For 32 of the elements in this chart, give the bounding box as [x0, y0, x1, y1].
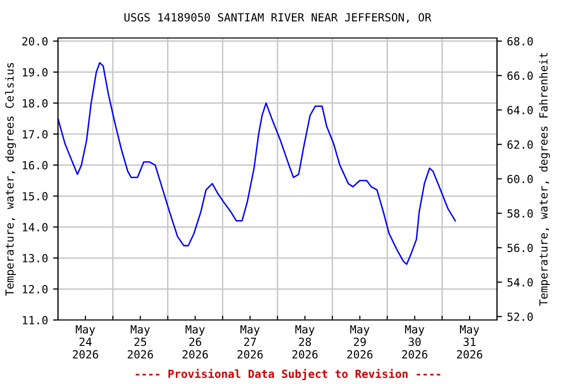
x-tick-label: May 26 2026 — [182, 325, 208, 359]
y2-tick-label: 62.0 — [507, 140, 533, 149]
y2-tick-label: 58.0 — [508, 209, 533, 218]
y2-tick-label: 60.0 — [507, 174, 533, 184]
x-tick-label: May 28 2026 — [292, 325, 318, 359]
y-tick-label: 12.0 — [22, 285, 48, 294]
y2-tick-label: 56.0 — [508, 244, 533, 252]
y-tick-label: 14.0 — [22, 223, 48, 232]
y-tick-label: 11.0 — [22, 316, 48, 324]
line-series — [58, 62, 456, 265]
y-tick-label: 18.0 — [22, 99, 48, 108]
y2-tick-label: 52.0 — [508, 312, 533, 321]
text: ---- Provisional Data Subject to Revision ---- — [136, 368, 440, 380]
y2-tick-label: 66.0 — [507, 72, 533, 80]
x-tick-label: May 24 2026 — [72, 325, 98, 359]
y-tick-label: 16.0 — [22, 161, 48, 170]
y2-tick-label: 68.0 — [507, 37, 533, 46]
y-tick-label: 19.0 — [22, 68, 48, 76]
x-tick-label: May 25 2026 — [128, 325, 153, 359]
x-tick-label: May 30 2026 — [402, 325, 428, 359]
x-tick-label: May 27 2026 — [238, 325, 263, 359]
y-tick-label: 20.0 — [22, 37, 48, 46]
x-tick-label: May 29 2026 — [347, 325, 372, 359]
y2-tick-label: 64.0 — [507, 106, 533, 114]
chart-title: USGS 14189050 SANTIAM RIVER NEAR JEFFERSON, OR — [124, 13, 432, 23]
y-tick-label: 13.0 — [22, 254, 48, 262]
x-tick-label: May 31 2026 — [457, 325, 482, 359]
y-tick-label: 15.0 — [22, 192, 48, 200]
y2-tick-label: 54.0 — [508, 278, 533, 287]
y-tick-label: 17.0 — [22, 130, 48, 138]
y-axis-title: Temperature, water, degrees Celsius — [5, 63, 16, 296]
y2-axis-title: Temperature, water, degrees Fahrenheit — [539, 52, 550, 306]
